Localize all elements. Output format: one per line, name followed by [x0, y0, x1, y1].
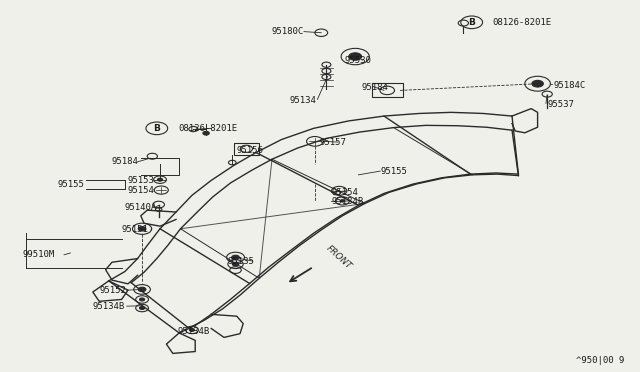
Circle shape	[532, 80, 543, 87]
Text: ^950|00 9: ^950|00 9	[575, 356, 624, 365]
Text: 95530: 95530	[344, 56, 371, 65]
Text: 95155: 95155	[381, 167, 408, 176]
Text: B: B	[154, 124, 160, 133]
Text: 95184C: 95184C	[554, 81, 586, 90]
Circle shape	[157, 178, 163, 181]
Circle shape	[138, 227, 146, 231]
Text: FRONT: FRONT	[324, 244, 353, 272]
Circle shape	[140, 307, 145, 310]
Circle shape	[189, 328, 195, 331]
Text: 08126-8201E: 08126-8201E	[178, 124, 237, 133]
Text: 95154: 95154	[128, 186, 155, 195]
Text: 95157: 95157	[319, 138, 346, 147]
Circle shape	[203, 131, 209, 135]
Text: B: B	[468, 18, 475, 27]
Text: 95184: 95184	[362, 83, 388, 92]
Text: 95134B: 95134B	[177, 327, 209, 336]
Text: 95155: 95155	[58, 180, 84, 189]
Text: 95156: 95156	[237, 146, 264, 155]
Text: 95152: 95152	[99, 286, 126, 295]
Circle shape	[232, 262, 239, 266]
Text: 95154: 95154	[332, 188, 358, 197]
Text: 95140A: 95140A	[125, 203, 157, 212]
Bar	[234, 143, 259, 155]
Text: 95180C: 95180C	[272, 27, 304, 36]
Text: 08126-8201E: 08126-8201E	[493, 18, 552, 27]
Text: 95135: 95135	[227, 257, 254, 266]
Circle shape	[349, 53, 362, 60]
Text: 95134B: 95134B	[93, 302, 125, 311]
Text: 95134B: 95134B	[332, 198, 364, 206]
Text: 95134: 95134	[290, 96, 317, 105]
Bar	[372, 83, 403, 97]
Text: 95153: 95153	[128, 176, 155, 185]
Text: 95151: 95151	[122, 225, 148, 234]
Circle shape	[340, 200, 344, 202]
Text: 99510M: 99510M	[22, 250, 54, 259]
Circle shape	[232, 255, 239, 260]
Circle shape	[140, 298, 145, 301]
Text: 95184: 95184	[112, 157, 139, 166]
Text: 95537: 95537	[547, 100, 574, 109]
Circle shape	[138, 287, 146, 292]
